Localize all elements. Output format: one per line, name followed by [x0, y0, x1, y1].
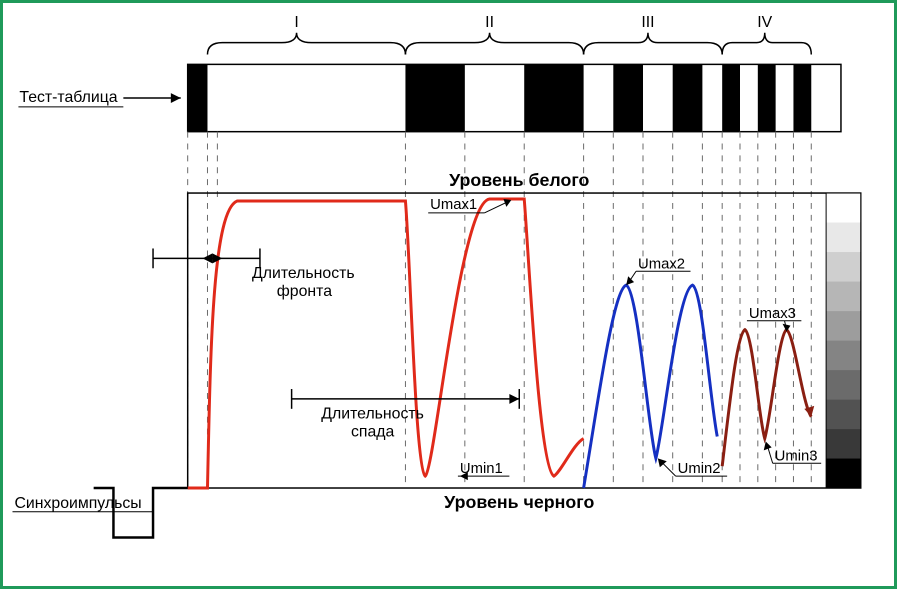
umax2-label: Umax2 — [638, 256, 685, 272]
test-pattern — [188, 64, 841, 131]
white-level-label: Уровень белого — [449, 170, 589, 190]
umax3-label: Umax3 — [749, 306, 796, 322]
diagram-frame: I II III IV Тест-таблица — [0, 0, 897, 589]
zone-braces: I II III IV — [207, 14, 811, 55]
test-table-label-group: Тест-таблица — [18, 89, 180, 107]
diagram-svg: I II III IV Тест-таблица — [3, 3, 894, 586]
rise-time-label-2: фронта — [277, 283, 332, 300]
zone-2-label: II — [485, 14, 494, 31]
rise-time-label-1: Длительность — [252, 265, 355, 282]
sync-pulse: Синхроимпульсы — [12, 488, 187, 537]
zone-1-label: I — [294, 14, 298, 31]
rise-time-marker: Длительность фронта — [153, 248, 355, 300]
black-level-label: Уровень черного — [444, 492, 594, 512]
grayscale-strip — [826, 193, 861, 488]
umax1-label: Umax1 — [430, 197, 477, 213]
zone-3-label: III — [641, 14, 654, 31]
curve-blue — [584, 285, 718, 488]
zone-4-label: IV — [757, 14, 772, 31]
fall-time-label-2: спада — [351, 424, 395, 441]
umin3-label: Umin3 — [775, 448, 818, 464]
umin2-label: Umin2 — [678, 461, 721, 477]
test-table-label: Тест-таблица — [19, 89, 117, 106]
sync-label: Синхроимпульсы — [14, 495, 141, 512]
fall-time-label-1: Длительность — [321, 406, 424, 423]
u-labels: Umax1 Umin1 Umax2 Umin2 Umax3 Umin3 — [428, 197, 821, 480]
